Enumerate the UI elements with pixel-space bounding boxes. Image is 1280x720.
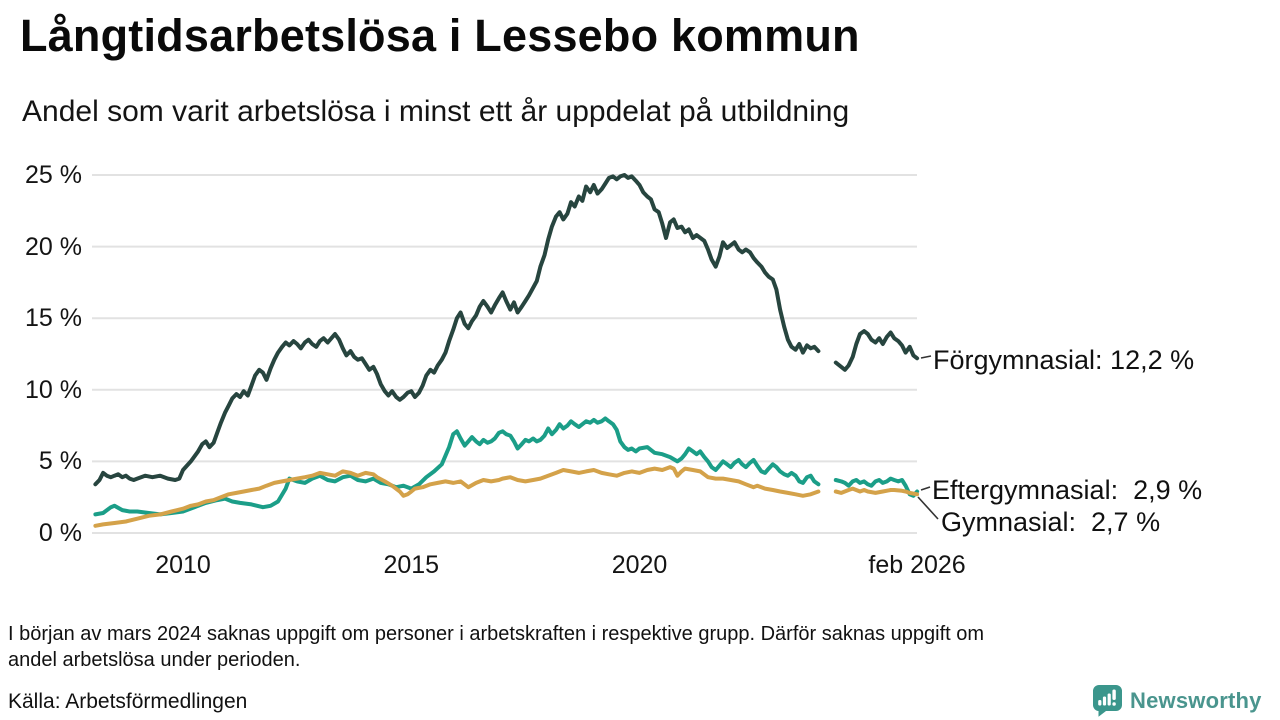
y-axis-tick-label: 25 %: [25, 161, 82, 189]
x-axis-tick-label: 2020: [611, 551, 668, 579]
page-title: Långtidsarbetslösa i Lessebo kommun: [20, 10, 860, 61]
source-label: Källa: Arbetsförmedlingen: [8, 690, 248, 713]
newsworthy-logo-icon: [1093, 685, 1122, 717]
footnote-line-2: andel arbetslösa under perioden.: [8, 649, 301, 671]
y-axis-tick-label: 15 %: [25, 304, 82, 333]
newsworthy-logo[interactable]: Newsworthy: [1092, 684, 1262, 717]
page-subtitle: Andel som varit arbetslösa i minst ett å…: [22, 95, 850, 128]
end-label-leader-line: [917, 496, 939, 520]
series-end-label-forgymnasial: Förgymnasial: 12,2 %: [933, 345, 1195, 375]
y-axis-tick-label: 20 %: [25, 232, 82, 261]
series-line-eftergymnasial: [833, 476, 920, 498]
x-axis-tick-label: 2015: [383, 551, 440, 579]
series-line-forgymnasial: [833, 329, 920, 372]
y-axis-tick-label: 0 %: [38, 519, 82, 547]
y-axis-tick-label: 5 %: [38, 447, 82, 476]
y-axis-tick-label: 10 %: [25, 375, 82, 404]
series-line-forgymnasial: [93, 173, 821, 487]
series-line-eftergymnasial: [93, 416, 821, 517]
series-end-label-gymnasial: Gymnasial: 2,7 %: [941, 507, 1161, 537]
footnote: I början av mars 2024 saknas uppgift om …: [8, 621, 984, 673]
newsworthy-wordmark: Newsworthy: [1130, 687, 1262, 713]
series-line-gymnasial: [93, 465, 821, 528]
x-axis-tick-label: 2010: [155, 551, 211, 579]
end-label-leader-line: [920, 486, 931, 491]
x-axis-tick-label: feb 2026: [868, 551, 966, 579]
series-line-gymnasial: [833, 486, 920, 497]
end-label-leader-line: [920, 355, 932, 359]
series-end-label-eftergymnasial: Eftergymnasial: 2,9 %: [932, 475, 1203, 505]
footnote-line-1: I början av mars 2024 saknas uppgift om …: [8, 623, 985, 645]
